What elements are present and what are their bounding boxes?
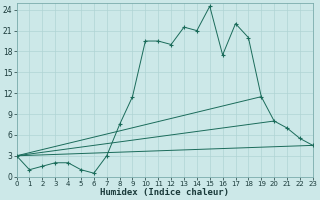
X-axis label: Humidex (Indice chaleur): Humidex (Indice chaleur) — [100, 188, 229, 197]
